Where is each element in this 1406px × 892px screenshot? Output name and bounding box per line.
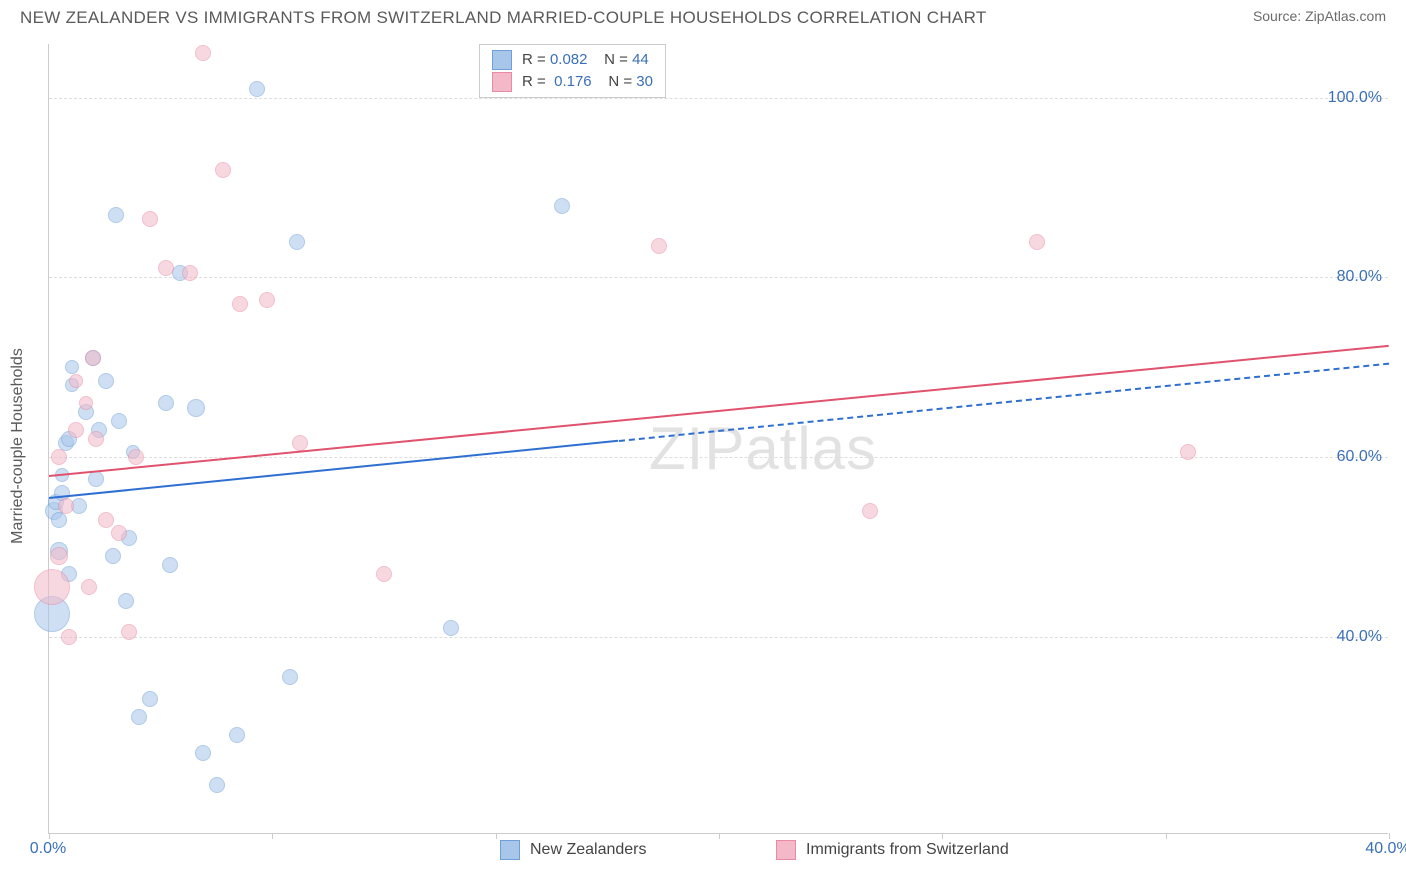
data-point bbox=[195, 45, 211, 61]
data-point bbox=[249, 81, 265, 97]
series-legend-item: Immigrants from Switzerland bbox=[776, 840, 1009, 860]
data-point bbox=[111, 413, 127, 429]
data-point bbox=[162, 557, 178, 573]
data-point bbox=[98, 373, 114, 389]
data-point bbox=[376, 566, 392, 582]
title-bar: NEW ZEALANDER VS IMMIGRANTS FROM SWITZER… bbox=[0, 0, 1406, 32]
data-point bbox=[142, 211, 158, 227]
x-tick bbox=[1166, 833, 1167, 839]
data-point bbox=[85, 350, 101, 366]
y-tick-label: 60.0% bbox=[1337, 448, 1382, 466]
data-point bbox=[1029, 234, 1045, 250]
y-axis-label: Married-couple Households bbox=[9, 348, 27, 544]
data-point bbox=[443, 620, 459, 636]
x-tick bbox=[719, 833, 720, 839]
data-point bbox=[108, 207, 124, 223]
data-point bbox=[34, 569, 70, 605]
data-point bbox=[61, 629, 77, 645]
series-legend-item: New Zealanders bbox=[500, 840, 647, 860]
data-point bbox=[88, 471, 104, 487]
data-point bbox=[58, 498, 74, 514]
data-point bbox=[118, 593, 134, 609]
correlation-legend: R = 0.082 N = 44R = 0.176 N = 30 bbox=[479, 44, 666, 98]
data-point bbox=[142, 691, 158, 707]
y-tick-label: 80.0% bbox=[1337, 268, 1382, 286]
x-tick bbox=[496, 833, 497, 839]
data-point bbox=[1180, 444, 1196, 460]
data-point bbox=[68, 422, 84, 438]
data-point bbox=[131, 709, 147, 725]
data-point bbox=[111, 525, 127, 541]
legend-label: New Zealanders bbox=[530, 841, 647, 859]
legend-swatch bbox=[492, 72, 512, 92]
data-point bbox=[105, 548, 121, 564]
data-point bbox=[282, 669, 298, 685]
data-point bbox=[187, 399, 205, 417]
data-point bbox=[79, 396, 93, 410]
data-point bbox=[259, 292, 275, 308]
data-point bbox=[862, 503, 878, 519]
x-tick-label: 0.0% bbox=[30, 840, 66, 858]
y-tick-label: 40.0% bbox=[1337, 628, 1382, 646]
data-point bbox=[651, 238, 667, 254]
source-attribution: Source: ZipAtlas.com bbox=[1253, 8, 1386, 24]
data-point bbox=[289, 234, 305, 250]
x-tick bbox=[942, 833, 943, 839]
x-tick bbox=[49, 833, 50, 839]
data-point bbox=[158, 395, 174, 411]
data-point bbox=[121, 624, 137, 640]
data-point bbox=[215, 162, 231, 178]
data-point bbox=[554, 198, 570, 214]
data-point bbox=[50, 547, 68, 565]
data-point bbox=[182, 265, 198, 281]
chart-title: NEW ZEALANDER VS IMMIGRANTS FROM SWITZER… bbox=[20, 8, 987, 28]
legend-swatch bbox=[492, 50, 512, 70]
legend-swatch bbox=[776, 840, 796, 860]
gridline bbox=[49, 277, 1388, 278]
data-point bbox=[51, 449, 67, 465]
legend-text: R = 0.082 N = 44 bbox=[522, 49, 649, 71]
data-point bbox=[158, 260, 174, 276]
data-point bbox=[209, 777, 225, 793]
y-tick-label: 100.0% bbox=[1328, 89, 1382, 107]
legend-row: R = 0.082 N = 44 bbox=[492, 49, 653, 71]
x-tick bbox=[272, 833, 273, 839]
data-point bbox=[195, 745, 211, 761]
data-point bbox=[98, 512, 114, 528]
data-point bbox=[65, 360, 79, 374]
data-point bbox=[232, 296, 248, 312]
data-point bbox=[69, 374, 83, 388]
gridline bbox=[49, 98, 1388, 99]
data-point bbox=[128, 449, 144, 465]
x-tick bbox=[1389, 833, 1390, 839]
legend-text: R = 0.176 N = 30 bbox=[522, 71, 653, 93]
data-point bbox=[81, 579, 97, 595]
legend-swatch bbox=[500, 840, 520, 860]
legend-label: Immigrants from Switzerland bbox=[806, 841, 1009, 859]
x-tick-label: 40.0% bbox=[1365, 840, 1406, 858]
legend-row: R = 0.176 N = 30 bbox=[492, 71, 653, 93]
correlation-scatter-chart: ZIPatlas 40.0% 60.0% 80.0% 100.0% R = 0.082 … bbox=[48, 44, 1388, 834]
trend-line bbox=[618, 363, 1389, 442]
gridline bbox=[49, 637, 1388, 638]
data-point bbox=[88, 431, 104, 447]
data-point bbox=[229, 727, 245, 743]
watermark: ZIPatlas bbox=[649, 414, 877, 483]
